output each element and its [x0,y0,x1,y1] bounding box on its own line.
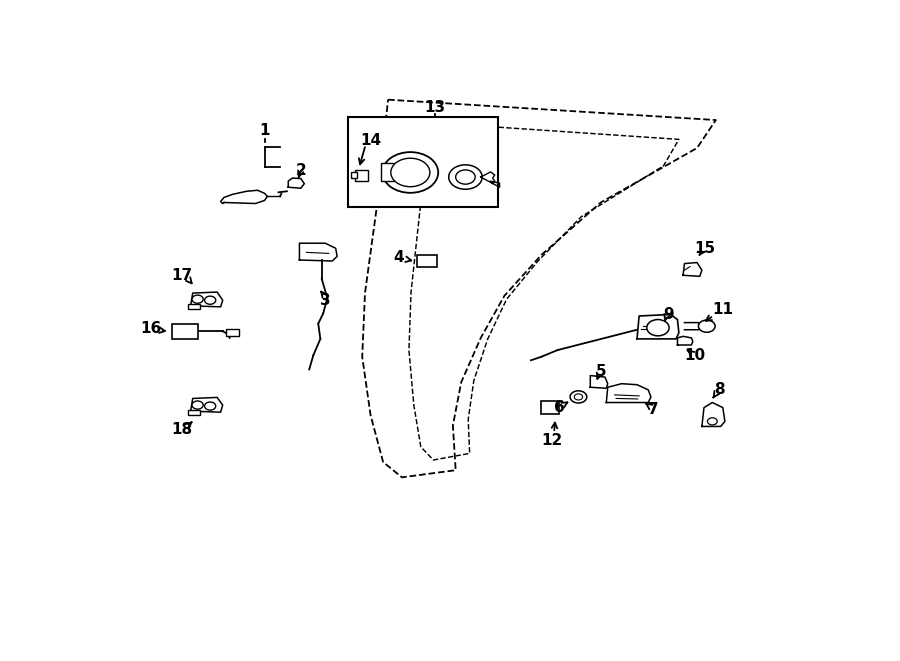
Bar [351,172,356,178]
Bar [348,118,499,207]
Text: 16: 16 [140,321,161,336]
Circle shape [707,418,717,425]
Circle shape [570,391,587,403]
Circle shape [574,394,582,400]
Circle shape [192,401,203,409]
Circle shape [391,158,430,186]
Circle shape [192,295,203,303]
Circle shape [647,319,669,336]
Bar [172,324,198,339]
Circle shape [204,402,216,410]
Text: 17: 17 [172,268,193,283]
Text: 13: 13 [424,100,446,115]
Text: 18: 18 [172,422,193,437]
Text: 15: 15 [695,241,716,256]
Circle shape [455,170,475,184]
Bar [356,170,368,181]
Text: 11: 11 [712,302,733,317]
Circle shape [382,152,438,193]
Bar [188,304,201,309]
Bar [418,255,436,266]
Bar [188,410,201,415]
Text: 12: 12 [541,433,562,448]
Text: 10: 10 [684,348,706,363]
Circle shape [449,165,482,189]
Bar [226,329,239,336]
Text: 3: 3 [320,293,330,308]
Text: 9: 9 [663,307,674,322]
Text: 2: 2 [295,163,306,178]
Text: 7: 7 [648,402,659,416]
Circle shape [698,320,716,332]
Bar [381,163,393,181]
Text: 6: 6 [554,400,564,415]
Bar [542,401,559,414]
Text: 8: 8 [714,382,724,397]
Circle shape [204,296,216,304]
Text: 1: 1 [259,123,270,137]
Text: 14: 14 [360,133,381,148]
Text: 4: 4 [393,250,404,265]
Text: 5: 5 [596,364,606,379]
